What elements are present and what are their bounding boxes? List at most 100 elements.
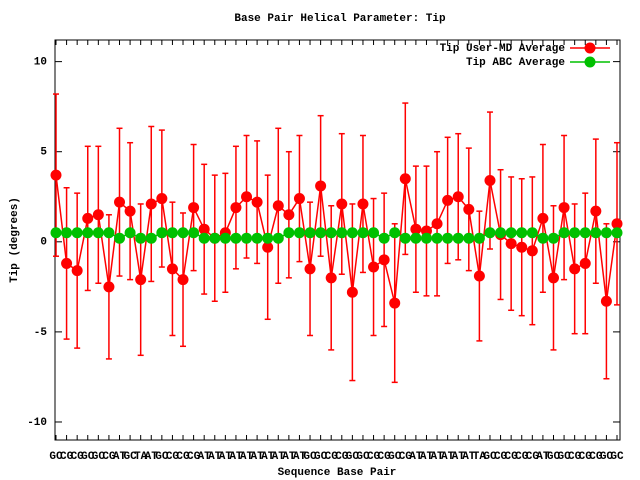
x-tick-label: CG [589, 451, 603, 463]
x-tick-label: GC [81, 451, 95, 463]
x-tick-label: CG [399, 451, 413, 463]
data-point [452, 191, 464, 203]
x-tick-label: AT [251, 451, 265, 463]
x-tick-label: AT [420, 451, 434, 463]
x-tick-label: AT [272, 451, 286, 463]
data-point [283, 227, 295, 239]
data-point [304, 227, 316, 239]
x-tick-label: AT [441, 451, 455, 463]
legend-marker [584, 56, 596, 68]
x-tick-label: TA [473, 451, 487, 463]
data-point [230, 232, 242, 244]
data-point [495, 227, 507, 239]
x-tick-label: GC [557, 451, 571, 463]
x-tick-label: CG [367, 451, 381, 463]
x-tick-label: GC [388, 451, 402, 463]
x-tick-label: CG [378, 451, 392, 463]
data-point [526, 245, 538, 257]
data-point [177, 274, 189, 286]
data-point [505, 227, 517, 239]
data-point [357, 198, 369, 210]
y-tick-label: -10 [27, 417, 47, 429]
data-point [442, 232, 454, 244]
y-tick-label: -5 [34, 327, 48, 339]
x-tick-label: GC [92, 451, 106, 463]
data-point [526, 227, 538, 239]
data-point [315, 227, 327, 239]
data-point [389, 297, 401, 309]
data-point [389, 227, 401, 239]
data-point [135, 274, 147, 286]
data-point [516, 227, 528, 239]
data-point [230, 202, 242, 214]
x-tick-label: CG [102, 451, 116, 463]
data-point [145, 232, 157, 244]
x-tick-label: GC [547, 451, 561, 463]
x-tick-label: AT [219, 451, 233, 463]
x-tick-label: AT [113, 451, 127, 463]
data-point [590, 227, 602, 239]
y-tick-label: 10 [34, 57, 47, 69]
x-tick-label: GC [600, 451, 614, 463]
data-point [410, 232, 422, 244]
data-point [547, 232, 559, 244]
data-point [378, 232, 390, 244]
data-point [71, 265, 83, 277]
data-point [92, 209, 104, 221]
y-tick-label: 0 [40, 237, 47, 249]
data-point [124, 227, 136, 239]
data-point [114, 196, 126, 208]
x-tick-label: CG [526, 451, 540, 463]
x-tick-label: GC [314, 451, 328, 463]
data-point [262, 232, 274, 244]
data-point [600, 227, 612, 239]
data-point [293, 193, 305, 205]
data-point [145, 198, 157, 210]
data-point [569, 227, 581, 239]
data-point [590, 205, 602, 217]
x-tick-label: AT [145, 451, 159, 463]
x-tick-label: GC [123, 451, 137, 463]
data-point [272, 200, 284, 212]
x-tick-label: AT [208, 451, 222, 463]
data-point [399, 173, 411, 185]
data-point [103, 227, 115, 239]
data-point [611, 218, 623, 230]
data-point [82, 227, 94, 239]
data-point [188, 227, 200, 239]
data-point [241, 232, 253, 244]
x-tick-label: AT [240, 451, 254, 463]
data-point [336, 227, 348, 239]
y-tick-label: 5 [40, 147, 47, 159]
data-point [399, 232, 411, 244]
data-point [579, 257, 591, 269]
data-point [50, 169, 62, 181]
data-point [484, 175, 496, 187]
data-point [103, 281, 115, 293]
x-tick-label: CG [335, 451, 349, 463]
data-point [357, 227, 369, 239]
data-point [537, 232, 549, 244]
data-point [547, 272, 559, 284]
data-point [177, 227, 189, 239]
x-axis-label: Sequence Base Pair [278, 467, 397, 479]
x-tick-label: CG [515, 451, 529, 463]
chart-title: Base Pair Helical Parameter: Tip [234, 13, 446, 25]
x-tick-label: CG [166, 451, 180, 463]
data-point [431, 232, 443, 244]
x-tick-label: GC [49, 451, 63, 463]
x-tick-label: AT [293, 451, 307, 463]
data-point [92, 227, 104, 239]
legend-label: Tip User-MD Average [440, 43, 566, 55]
data-point [283, 209, 295, 221]
data-point [368, 261, 380, 273]
data-point [61, 257, 73, 269]
data-point [378, 254, 390, 266]
x-tick-label: CG [579, 451, 593, 463]
x-tick-label: GC [356, 451, 370, 463]
data-point [61, 227, 73, 239]
data-point [346, 227, 358, 239]
data-point [336, 198, 348, 210]
data-point [114, 232, 126, 244]
data-point [420, 232, 432, 244]
